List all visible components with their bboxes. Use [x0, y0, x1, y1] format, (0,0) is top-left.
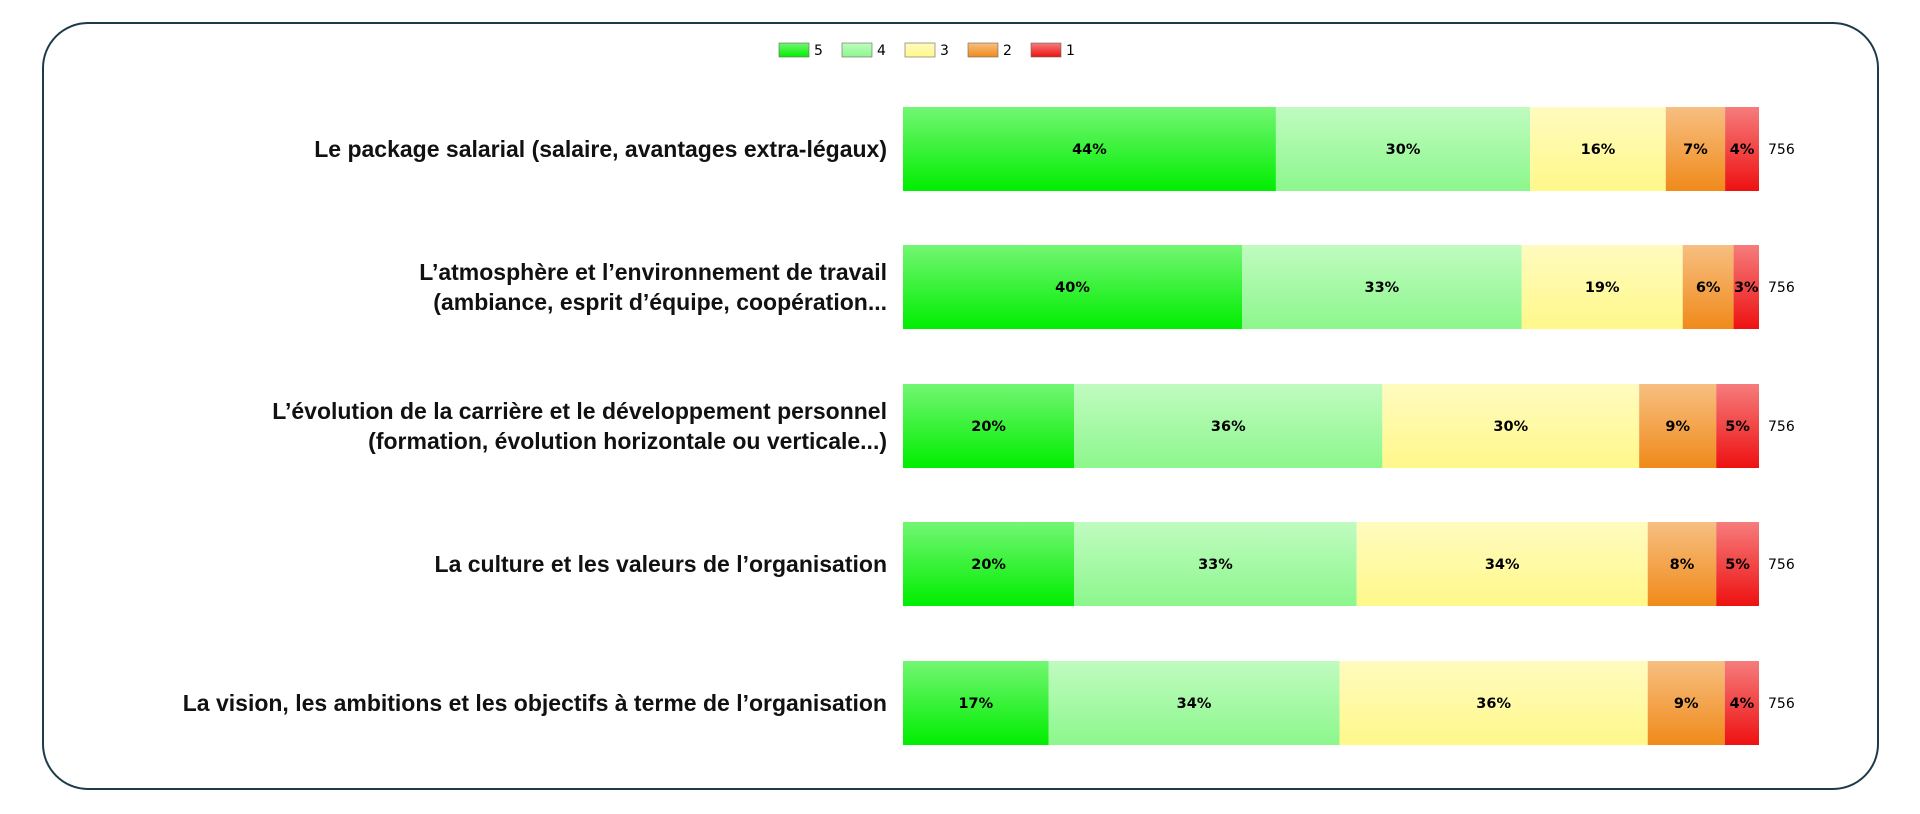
category-label: La vision, les ambitions et les objectif… — [183, 690, 887, 716]
bar-segment-3 — [1521, 245, 1683, 329]
data-label: 20% — [971, 419, 1006, 435]
n-label: 756 — [1768, 419, 1795, 435]
n-label: 756 — [1768, 557, 1795, 573]
n-label: 756 — [1768, 142, 1795, 158]
data-label: 36% — [1476, 696, 1511, 712]
bar-segment-5 — [903, 107, 1276, 191]
bar-segment-2 — [1682, 245, 1734, 329]
data-label: 6% — [1696, 280, 1721, 296]
data-label: 9% — [1665, 419, 1690, 435]
bar-segment-3 — [1356, 522, 1648, 606]
bar-segment-5 — [903, 661, 1049, 745]
bar-segment-2 — [1665, 107, 1726, 191]
bar-segment-2 — [1647, 661, 1725, 745]
legend-swatch-4 — [841, 42, 873, 58]
data-label: 5% — [1725, 557, 1750, 573]
data-label: 19% — [1585, 280, 1620, 296]
legend-label: 4 — [877, 43, 886, 59]
category-label: L’atmosphère et l’environnement de trava… — [419, 259, 887, 315]
category-label: La culture et les valeurs de l’organisat… — [435, 551, 887, 577]
data-label: 9% — [1674, 696, 1699, 712]
data-label: 44% — [1072, 142, 1107, 158]
data-label: 36% — [1211, 419, 1246, 435]
bars: 44% 30% 16% 7% 4% 756 40% 33% 19% 6% 3% 756 20% 36% 30… — [903, 107, 1795, 745]
data-label: 5% — [1725, 419, 1750, 435]
legend-label: 2 — [1003, 43, 1012, 59]
data-label: 34% — [1485, 557, 1520, 573]
bar-segment-1 — [1716, 384, 1759, 468]
legend: 5 4 3 2 1 — [778, 42, 1075, 59]
data-label: 16% — [1581, 142, 1616, 158]
data-label: 4% — [1730, 142, 1755, 158]
legend-label: 1 — [1066, 43, 1075, 59]
legend-swatch-1 — [1030, 42, 1062, 58]
category-label: Le package salarial (salaire, avantages … — [314, 136, 887, 162]
category-label: L’évolution de la carrière et le dévelop… — [272, 398, 887, 454]
data-label: 33% — [1364, 280, 1399, 296]
n-label: 756 — [1768, 280, 1795, 296]
bar-segment-4 — [1048, 661, 1340, 745]
legend-swatch-5 — [778, 42, 810, 58]
n-label: 756 — [1768, 696, 1795, 712]
data-label: 30% — [1493, 419, 1528, 435]
bar-segment-1 — [1725, 107, 1759, 191]
bar-segment-3 — [1339, 661, 1648, 745]
legend-swatch-2 — [967, 42, 999, 58]
data-label: 40% — [1055, 280, 1090, 296]
data-label: 8% — [1670, 557, 1695, 573]
data-label: 7% — [1683, 142, 1708, 158]
bar-segment-2 — [1639, 384, 1717, 468]
data-label: 30% — [1386, 142, 1421, 158]
bar-segment-1 — [1716, 522, 1759, 606]
data-label: 20% — [971, 557, 1006, 573]
bar-segment-5 — [903, 522, 1075, 606]
bar-segment-4 — [1074, 384, 1383, 468]
bar-segment-1 — [1724, 661, 1759, 745]
legend-label: 3 — [940, 43, 949, 59]
bar-segment-4 — [1242, 245, 1522, 329]
bar-segment-3 — [1530, 107, 1666, 191]
data-label: 3% — [1734, 280, 1759, 296]
bar-segment-2 — [1647, 522, 1717, 606]
legend-swatch-3 — [904, 42, 936, 58]
bar-segment-5 — [903, 245, 1243, 329]
category-labels: Le package salarial (salaire, avantages … — [183, 136, 887, 716]
bar-segment-4 — [1074, 522, 1357, 606]
bar-segment-4 — [1275, 107, 1531, 191]
data-label: 33% — [1198, 557, 1233, 573]
legend-label: 5 — [814, 43, 823, 59]
bar-segment-1 — [1733, 245, 1759, 329]
data-label: 4% — [1730, 696, 1755, 712]
bar-segment-5 — [903, 384, 1075, 468]
data-label: 34% — [1177, 696, 1212, 712]
bar-segment-3 — [1382, 384, 1640, 468]
data-label: 17% — [958, 696, 993, 712]
